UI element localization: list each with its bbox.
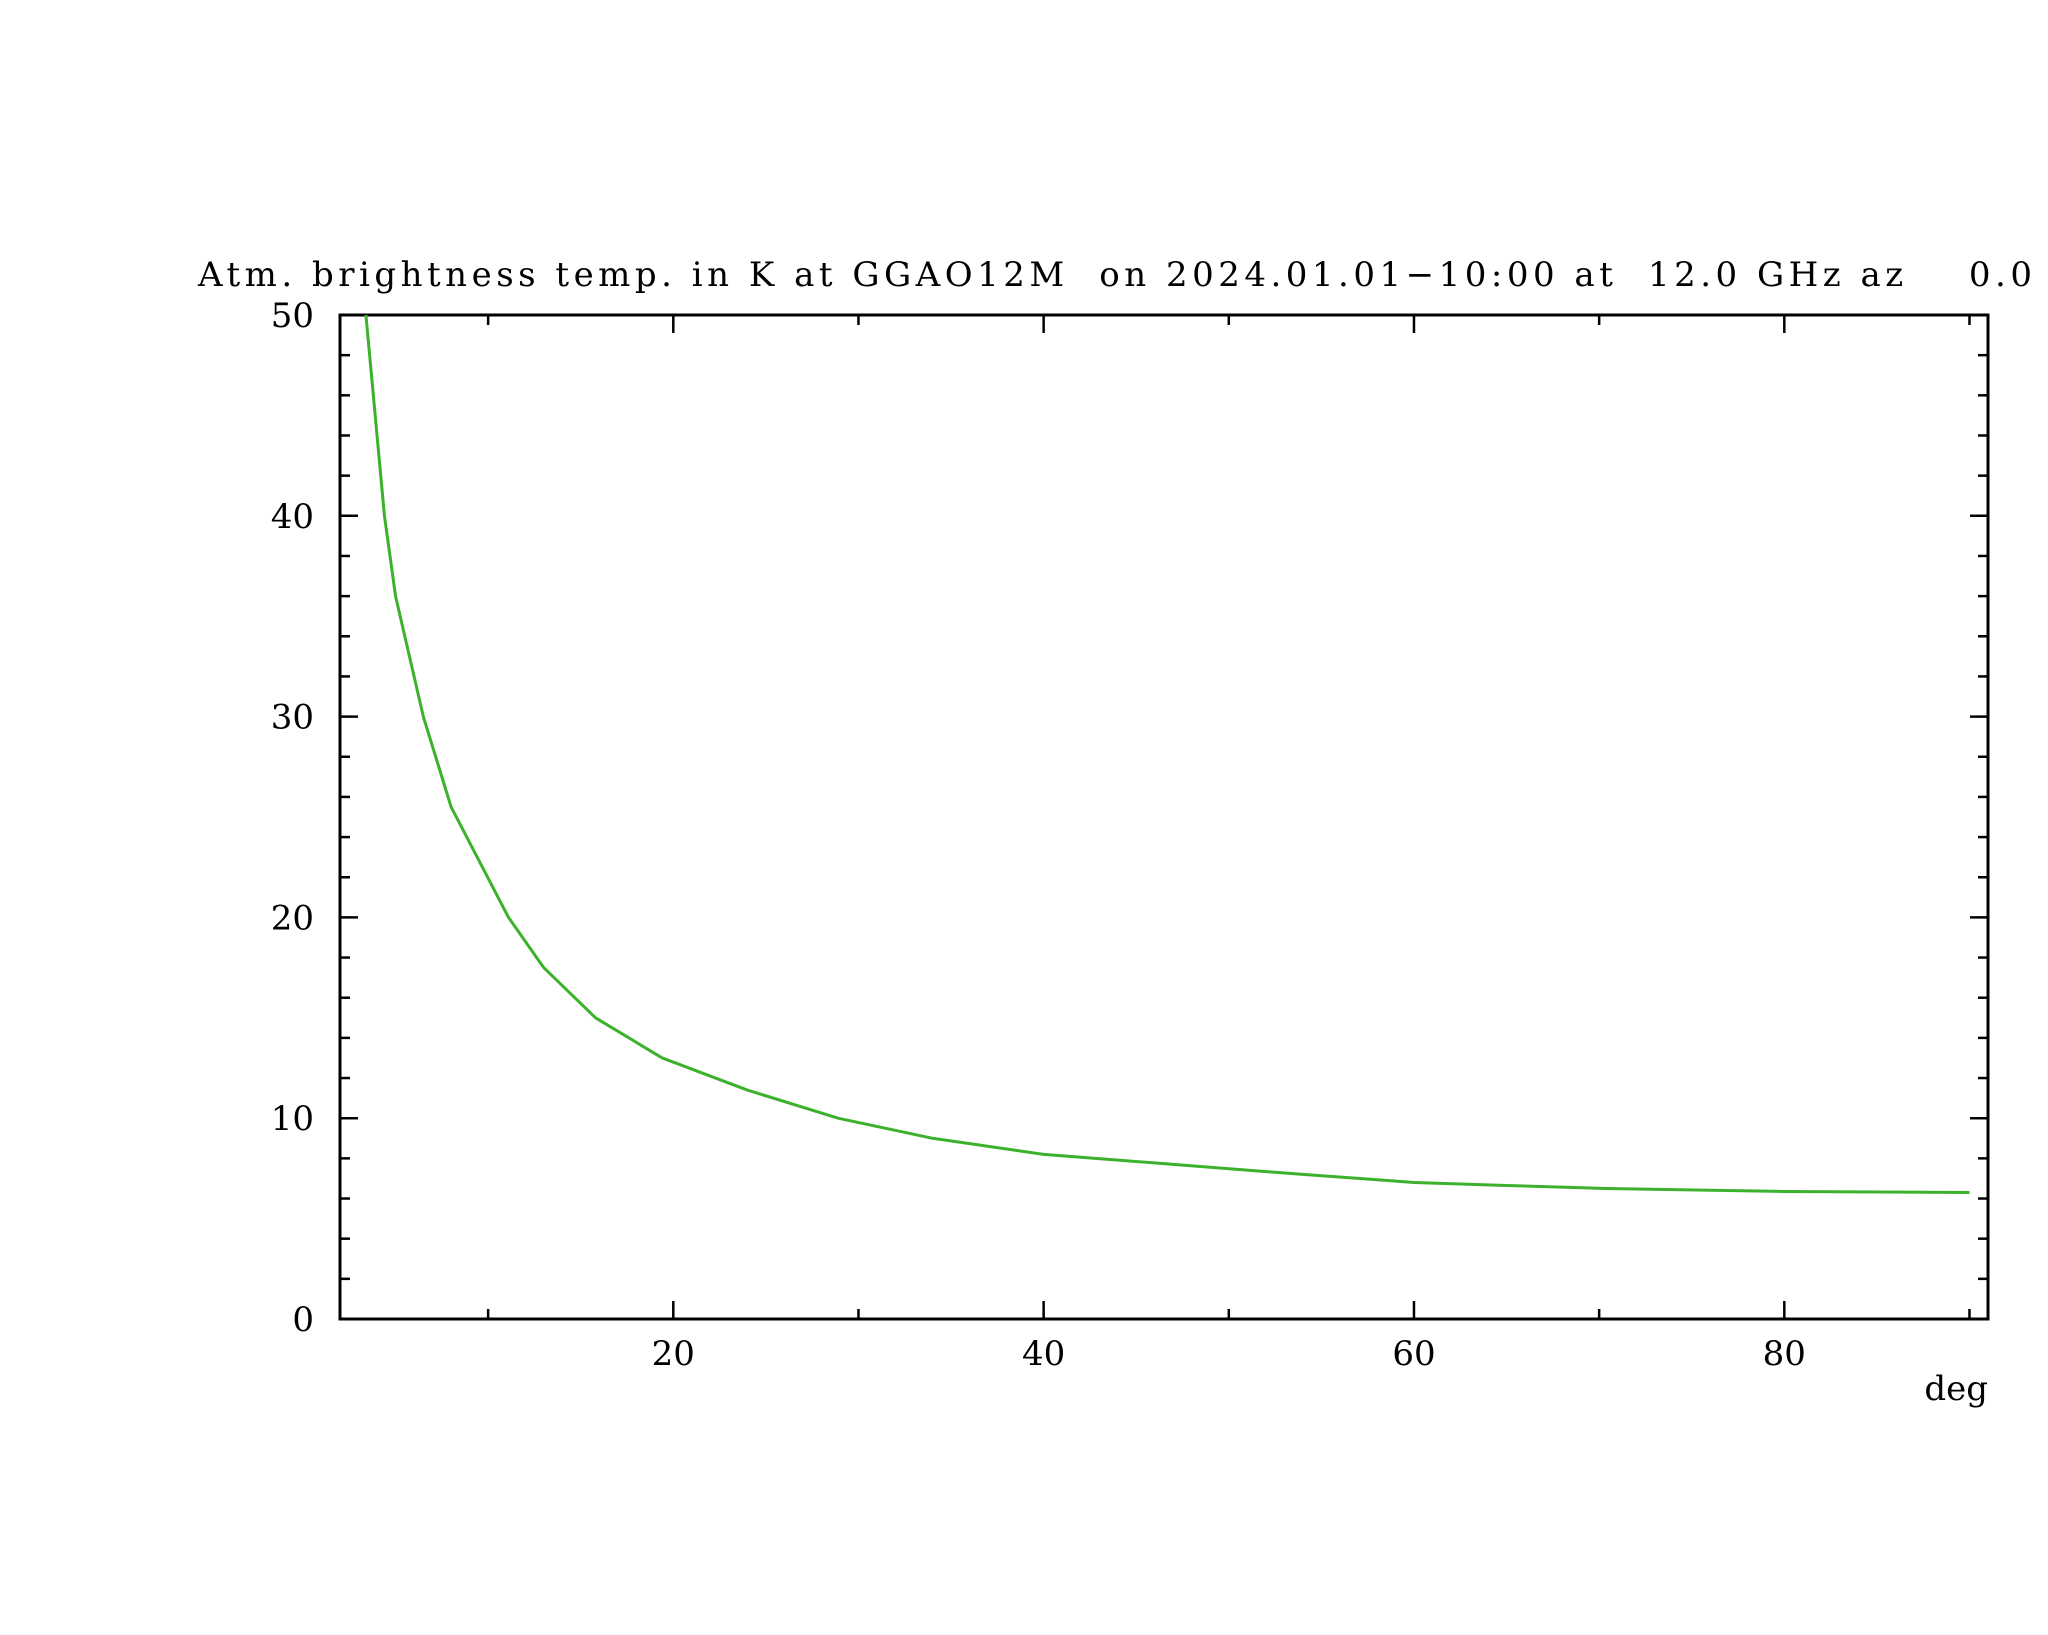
x-tick-label: 40 [1022, 1334, 1065, 1374]
y-tick-label: 30 [271, 698, 314, 738]
y-tick-label: 10 [271, 1099, 314, 1139]
data-line [364, 314, 1970, 1194]
x-axis-label: deg [1924, 1369, 1988, 1409]
y-tick-label: 50 [271, 296, 314, 336]
y-tick-label: 20 [271, 898, 314, 938]
y-tick-label: 0 [292, 1300, 314, 1340]
plot-frame [338, 313, 1990, 1321]
x-tick-label: 20 [652, 1334, 695, 1374]
y-tick-label: 40 [271, 497, 314, 537]
x-tick-label: 60 [1392, 1334, 1435, 1374]
chart-title: Atm. brightness temp. in K at GGAO12M on… [197, 255, 2032, 295]
x-tick-label: 80 [1763, 1334, 1806, 1374]
